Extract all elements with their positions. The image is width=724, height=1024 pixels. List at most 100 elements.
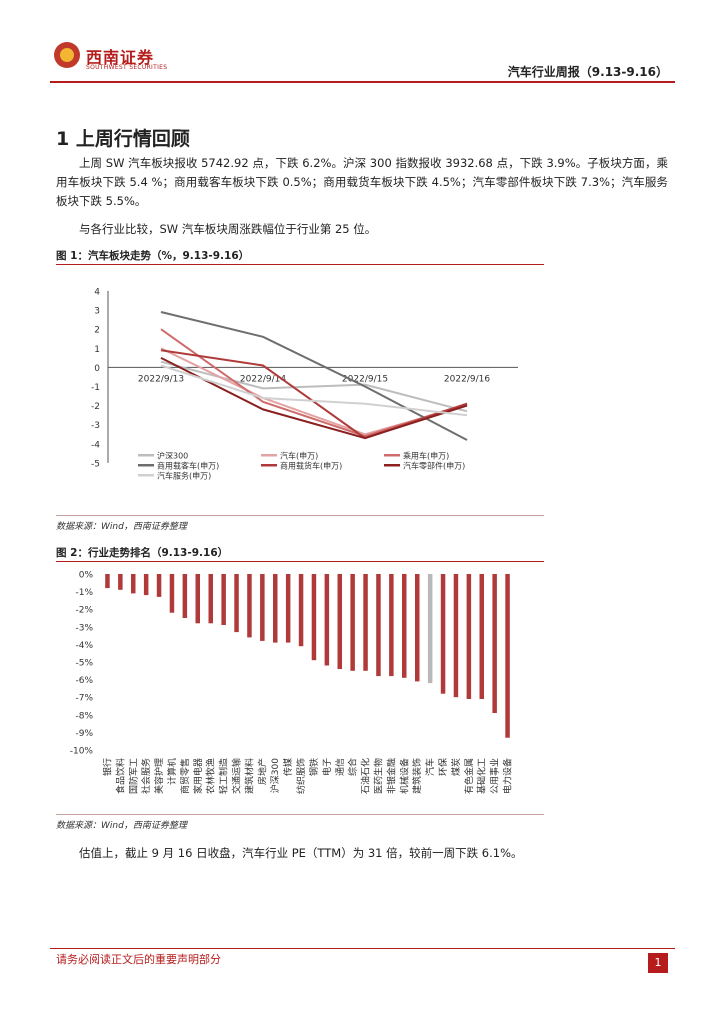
x-tick-label: 基础化工: [476, 758, 488, 794]
bar: [389, 574, 394, 677]
figure2-top-rule: [56, 561, 544, 562]
bar: [479, 574, 484, 699]
logo-chinese-name: 西南证券: [86, 48, 155, 67]
x-tick-label: 煤炭: [450, 758, 462, 776]
x-tick-label: 综合: [347, 758, 359, 776]
y-tick-label: -9%: [75, 729, 93, 739]
series-line: [160, 349, 468, 440]
figure1-bottom-rule: [56, 515, 544, 516]
y-tick-label: -2%: [75, 606, 93, 616]
figure1-top-rule: [56, 264, 544, 265]
x-tick-label: 公用事业: [489, 758, 501, 794]
x-tick-label: 食品饮料: [114, 758, 126, 794]
bar: [363, 574, 368, 671]
bar: [247, 574, 252, 638]
x-tick-label: 钢铁: [308, 758, 320, 776]
bar: [492, 574, 497, 713]
bar: [415, 574, 420, 682]
x-tick-label: 商贸零售: [179, 758, 191, 794]
x-tick-label: 计算机: [166, 758, 178, 785]
bar: [195, 574, 200, 624]
legend-label: 商用载客车(申万): [157, 460, 219, 470]
x-tick-label: 环保: [437, 758, 449, 776]
x-tick-label: 电力设备: [502, 758, 514, 794]
page-number: 1: [648, 953, 668, 973]
bar: [105, 574, 110, 589]
x-tick-label: 机械设备: [398, 758, 410, 794]
x-tick-label: 通信: [334, 758, 346, 776]
report-title: 汽车行业周报（9.13-9.16）: [507, 65, 668, 79]
series-line: [160, 357, 468, 440]
bar: [156, 574, 162, 597]
y-tick-label: -1%: [75, 588, 93, 598]
bar: [182, 574, 188, 618]
bar: [118, 574, 123, 590]
bar: [466, 574, 472, 699]
bar: [453, 574, 459, 698]
y-tick-label: -3: [91, 421, 100, 431]
y-tick-label: -8%: [75, 711, 93, 721]
x-tick-label: 纺织服饰: [295, 758, 307, 794]
bar: [169, 574, 175, 613]
series-line: [160, 311, 468, 441]
y-tick-label: 0%: [79, 571, 94, 581]
paragraph-market-summary: 上周 SW 汽车板块报收 5742.92 点，下跌 6.2%。沪深 300 指数…: [56, 156, 668, 208]
y-tick-label: -4%: [75, 641, 93, 651]
legend-label: 沪深300: [157, 450, 188, 460]
y-tick-label: -6%: [75, 676, 93, 686]
bar: [298, 574, 304, 647]
x-tick-label: 2022/9/14: [240, 374, 286, 384]
x-tick-label: 传媒: [282, 758, 294, 776]
figure2-source: 数据来源：Wind，西南证券整理: [56, 821, 187, 831]
x-tick-label: 2022/9/15: [342, 374, 388, 384]
legend-label: 汽车(申万): [280, 450, 318, 460]
series-line: [160, 364, 468, 417]
x-tick-label: 医药生物: [373, 758, 385, 794]
x-tick-label: 电子: [321, 758, 333, 776]
y-tick-label: -10%: [70, 747, 94, 757]
paragraph-valuation: 估值上，截止 9 月 16 日收盘，汽车行业 PE（TTM）为 31 倍，较前一…: [79, 846, 523, 860]
header-divider: [50, 81, 675, 83]
x-tick-label: 农林牧渔: [205, 758, 217, 794]
x-tick-label: 交通运输: [231, 758, 243, 794]
x-tick-label: 建筑材料: [243, 758, 255, 794]
bar: [440, 574, 446, 694]
y-tick-label: 0: [94, 364, 100, 374]
bar: [221, 574, 226, 625]
bar: [402, 574, 407, 678]
legend-label: 乘用车(申万): [403, 450, 449, 460]
section-heading: 1 上周行情回顾: [56, 128, 190, 150]
x-tick-label: 非银金融: [385, 758, 397, 794]
x-tick-label: 石油石化: [360, 758, 372, 794]
legend-label: 汽车零部件(申万): [403, 460, 465, 470]
company-logo-icon: [54, 42, 80, 68]
x-tick-label: 汽车: [424, 758, 436, 776]
x-tick-label: 建筑装饰: [411, 758, 423, 794]
y-tick-label: 2: [94, 326, 100, 336]
legend-label: 商用载货车(申万): [280, 460, 342, 470]
logo-english-name: SOUTHWEST SECURITIES: [86, 64, 168, 71]
bar: [285, 574, 291, 643]
bar: [324, 574, 330, 666]
x-tick-label: 有色金属: [463, 758, 475, 794]
x-tick-label: 房地产: [256, 758, 268, 785]
x-tick-label: 轻工制造: [218, 758, 230, 794]
y-tick-label: -7%: [75, 694, 93, 704]
bar: [350, 574, 355, 671]
y-tick-label: -1: [91, 383, 100, 393]
y-tick-label: 3: [94, 307, 100, 317]
series-line: [160, 360, 468, 413]
x-tick-label: 家用电器: [192, 758, 204, 794]
y-tick-label: 4: [94, 288, 100, 298]
bar: [234, 574, 239, 633]
x-tick-label: 国防军工: [127, 758, 139, 794]
bar: [208, 574, 213, 624]
bar: [131, 574, 136, 594]
y-tick-label: -5%: [75, 659, 93, 669]
x-tick-label: 2022/9/16: [444, 374, 490, 384]
x-tick-label: 社会服务: [140, 758, 152, 794]
x-tick-label: 沪深300: [269, 758, 281, 793]
legend-label: 汽车服务(申万): [157, 470, 211, 480]
bar: [311, 574, 317, 661]
figure1-title: 图 1：汽车板块走势（%，9.13-9.16）: [56, 250, 250, 262]
